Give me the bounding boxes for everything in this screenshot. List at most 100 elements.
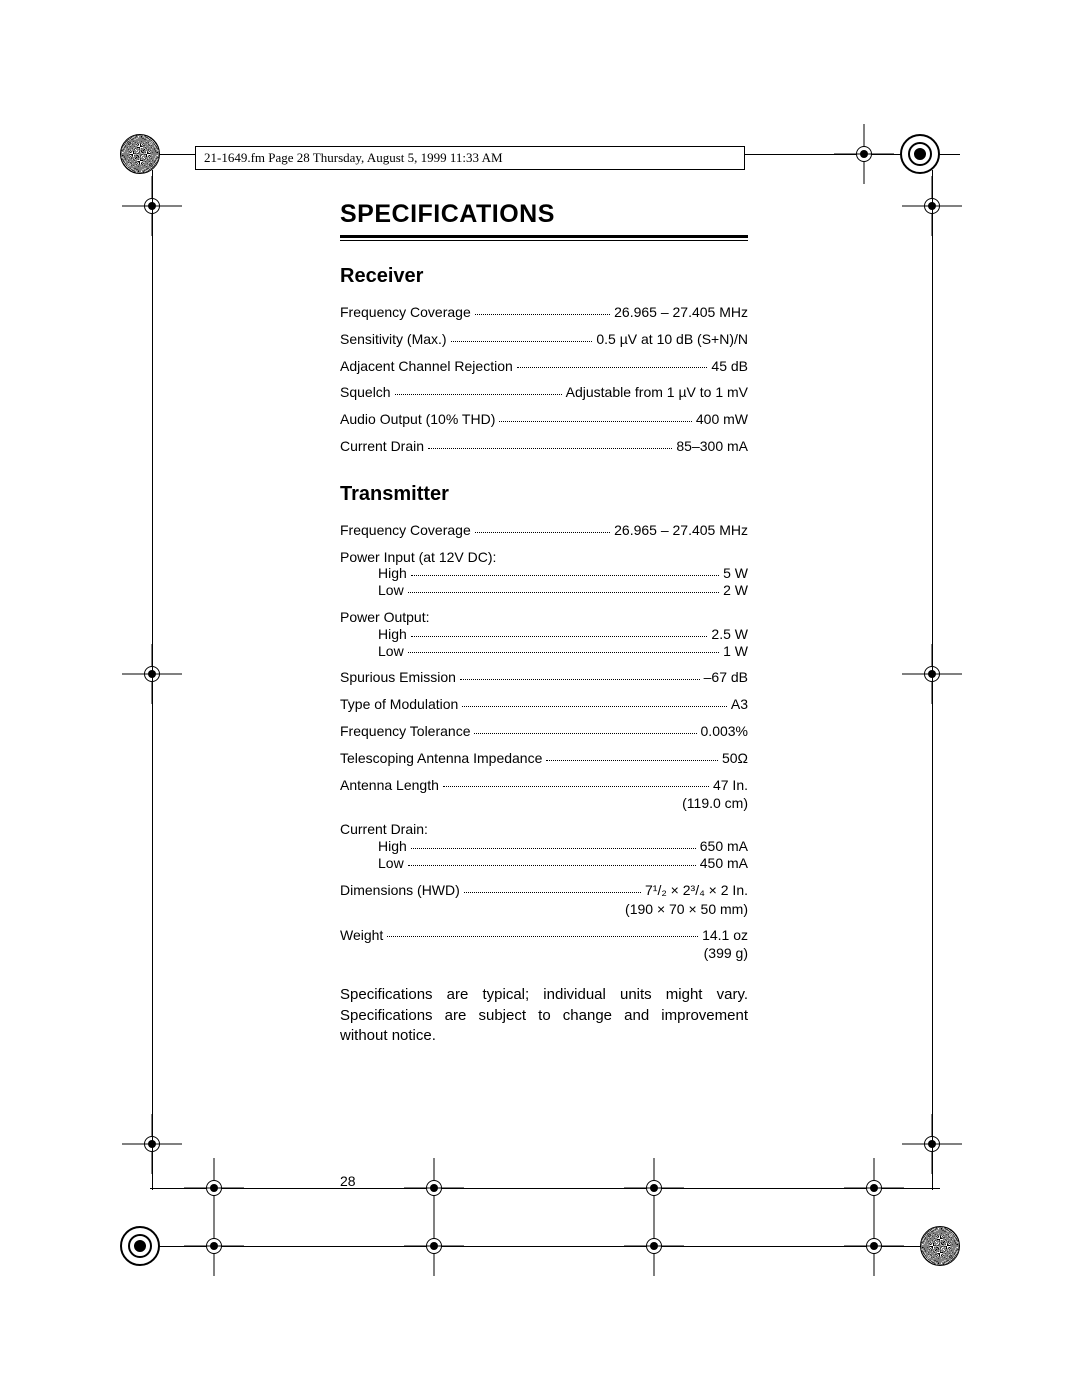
spec-label: Squelch: [340, 384, 391, 401]
spec-dots: [464, 892, 641, 893]
spec-row: Low 2 W: [378, 582, 748, 599]
spec-block: Power Output:High 2.5 W Low 1 W: [340, 609, 748, 659]
spec-sub: High 650 mALow450 mA: [340, 838, 748, 872]
spec-row: Frequency Tolerance 0.003%: [340, 723, 748, 740]
spec-value: 45 dB: [711, 358, 748, 375]
crosshair-bottom-a2: [420, 1174, 448, 1202]
spec-dots: [460, 679, 700, 680]
page: 21-1649.fm Page 28 Thursday, August 5, 1…: [0, 0, 1080, 1397]
page-title: SPECIFICATIONS: [340, 200, 748, 229]
crosshair-bottom-a1: [200, 1174, 228, 1202]
reg-mark-top-right: [900, 134, 940, 174]
spec-value: 450 mA: [700, 855, 748, 872]
spec-extra: (399 g): [340, 945, 748, 961]
spec-value: 400 mW: [696, 411, 748, 428]
spec-row: Power Output:: [340, 609, 748, 626]
spec-label: Current Drain: [340, 438, 424, 455]
spec-row: Dimensions (HWD) 7¹/₂ × 2³/₄ × 2 In.: [340, 882, 748, 899]
reg-rule-right: [932, 170, 933, 1190]
receiver-rows: Frequency Coverage 26.965 – 27.405 MHz Sen…: [340, 304, 748, 455]
crosshair-top-right-1: [850, 140, 878, 168]
spec-row: Sensitivity (Max.)0.5 µV at 10 dB (S+N)/…: [340, 331, 748, 348]
spec-row: Current Drain 85–300 mA: [340, 438, 748, 455]
spec-label: Spurious Emission: [340, 669, 456, 686]
spec-dots: [411, 848, 696, 849]
spec-dots: [517, 367, 708, 368]
crosshair-bottom-a4: [860, 1174, 888, 1202]
spec-dots: [443, 786, 709, 787]
spec-value: 2 W: [723, 582, 748, 599]
spec-dots: [474, 733, 696, 734]
spec-row: Power Input (at 12V DC):: [340, 549, 748, 566]
spec-dots: [411, 575, 719, 576]
spec-row: High 2.5 W: [378, 626, 748, 643]
spec-label: Frequency Coverage: [340, 304, 471, 321]
receiver-heading: Receiver: [340, 265, 748, 288]
spec-dots: [462, 706, 727, 707]
reg-rule-left: [152, 170, 153, 1190]
spec-dots: [451, 341, 593, 342]
spec-dots: [387, 936, 698, 937]
spec-dots: [411, 636, 708, 637]
spec-row: Audio Output (10% THD) 400 mW: [340, 411, 748, 428]
reg-rule-bottom-1: [150, 1188, 940, 1189]
spec-label: Telescoping Antenna Impedance: [340, 750, 542, 767]
reg-rule-bottom-2: [150, 1246, 940, 1247]
spec-label: High: [378, 565, 407, 582]
reg-mark-top-left: [120, 134, 160, 174]
spec-dots: [428, 448, 672, 449]
spec-row: Type of ModulationA3: [340, 696, 748, 713]
spec-row: SquelchAdjustable from 1 µV to 1 mV: [340, 384, 748, 401]
spec-value: –67 dB: [704, 669, 748, 686]
spec-value: 5 W: [723, 565, 748, 582]
spec-extra: (190 × 70 × 50 mm): [340, 901, 748, 917]
spec-value: 0.5 µV at 10 dB (S+N)/N: [596, 331, 748, 348]
page-number: 28: [340, 1173, 356, 1189]
spec-label: Antenna Length: [340, 777, 439, 794]
spec-row: Low450 mA: [378, 855, 748, 872]
spec-value: 650 mA: [700, 838, 748, 855]
reg-mark-bottom-left: [120, 1226, 160, 1266]
spec-row: Telescoping Antenna Impedance 50Ω: [340, 750, 748, 767]
spec-value: 0.003%: [701, 723, 748, 740]
spec-row: Weight14.1 oz: [340, 927, 748, 944]
spec-label: Low: [378, 643, 404, 660]
spec-label: Power Input (at 12V DC):: [340, 549, 496, 566]
spec-dots: [395, 394, 562, 395]
spec-row: Frequency Coverage 26.965 – 27.405 MHz: [340, 304, 748, 321]
spec-dots: [408, 652, 719, 653]
spec-value: A3: [731, 696, 748, 713]
spec-dots: [408, 865, 696, 866]
spec-label: High: [378, 626, 407, 643]
crosshair-bottom-b3: [640, 1232, 668, 1260]
spec-label: Frequency Tolerance: [340, 723, 470, 740]
spec-row: Frequency Coverage26.965 – 27.405 MHz: [340, 522, 748, 539]
spec-value: 1 W: [723, 643, 748, 660]
spec-dots: [546, 760, 718, 761]
spec-block: Power Input (at 12V DC):High 5 W Low 2 W: [340, 549, 748, 599]
spec-row: Current Drain:: [340, 821, 748, 838]
reg-mark-bottom-right: [920, 1226, 960, 1266]
spec-label: Low: [378, 582, 404, 599]
spec-label: High: [378, 838, 407, 855]
spec-value: 2.5 W: [711, 626, 748, 643]
spec-value: 7¹/₂ × 2³/₄ × 2 In.: [645, 882, 748, 899]
spec-value: 85–300 mA: [676, 438, 748, 455]
spec-label: Dimensions (HWD): [340, 882, 460, 899]
spec-label: Adjacent Channel Rejection: [340, 358, 513, 375]
spec-label: Audio Output (10% THD): [340, 411, 495, 428]
spec-row: Spurious Emission –67 dB: [340, 669, 748, 686]
spec-value: 47 In.: [713, 777, 748, 794]
crosshair-bottom-b2: [420, 1232, 448, 1260]
spec-value: 26.965 – 27.405 MHz: [614, 304, 748, 321]
spec-value: 50Ω: [722, 750, 748, 767]
spec-block: Current Drain:High 650 mALow450 mA: [340, 821, 748, 871]
spec-sub: High 5 W Low 2 W: [340, 565, 748, 599]
spec-row: High 650 mA: [378, 838, 748, 855]
spec-value: 26.965 – 27.405 MHz: [614, 522, 748, 539]
spec-row: Adjacent Channel Rejection 45 dB: [340, 358, 748, 375]
spec-label: Current Drain:: [340, 821, 428, 838]
transmitter-heading: Transmitter: [340, 483, 748, 506]
spec-dots: [499, 421, 692, 422]
spec-row: High 5 W: [378, 565, 748, 582]
